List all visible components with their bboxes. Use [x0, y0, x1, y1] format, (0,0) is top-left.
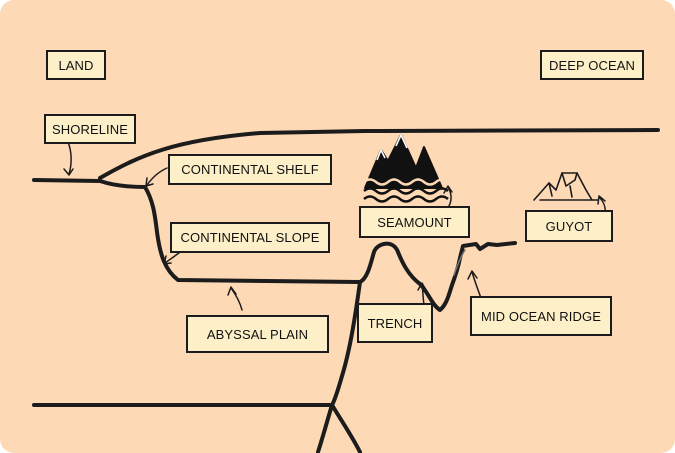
seamount-mountain-icon: [363, 133, 449, 203]
continental-shelf-arrow: [145, 167, 168, 187]
sea-surface-line: [98, 128, 660, 180]
seafloor-profile-line: [98, 179, 362, 284]
continental-shelf-label: CONTINENTAL SHELF: [168, 154, 332, 185]
shoreline-label: SHORELINE: [44, 114, 136, 144]
shoreline-arrow: [63, 141, 74, 176]
seamount-trench-ridge-line: [358, 241, 517, 312]
plate-boundary-line: [330, 280, 362, 453]
deep-ocean-label: DEEP OCEAN: [540, 50, 644, 80]
ridge-texture-line: [453, 249, 466, 276]
land-surface-line: [32, 178, 102, 183]
land-label: LAND: [46, 50, 106, 80]
mid-ocean-ridge-arrow: [467, 270, 482, 299]
abyssal-plain-label: ABYSSAL PLAIN: [186, 315, 329, 353]
guyot-flat-top-icon: [533, 172, 599, 201]
abyssal-plain-arrow: [227, 286, 243, 311]
continental-slope-label: CONTINENTAL SLOPE: [170, 222, 330, 253]
mid-ocean-ridge-label: MID OCEAN RIDGE: [470, 296, 612, 336]
lower-crust-line: [32, 403, 334, 453]
seamount-label: SEAMOUNT: [359, 206, 470, 238]
trench-label: TRENCH: [357, 303, 433, 343]
guyot-label: GUYOT: [525, 210, 613, 242]
